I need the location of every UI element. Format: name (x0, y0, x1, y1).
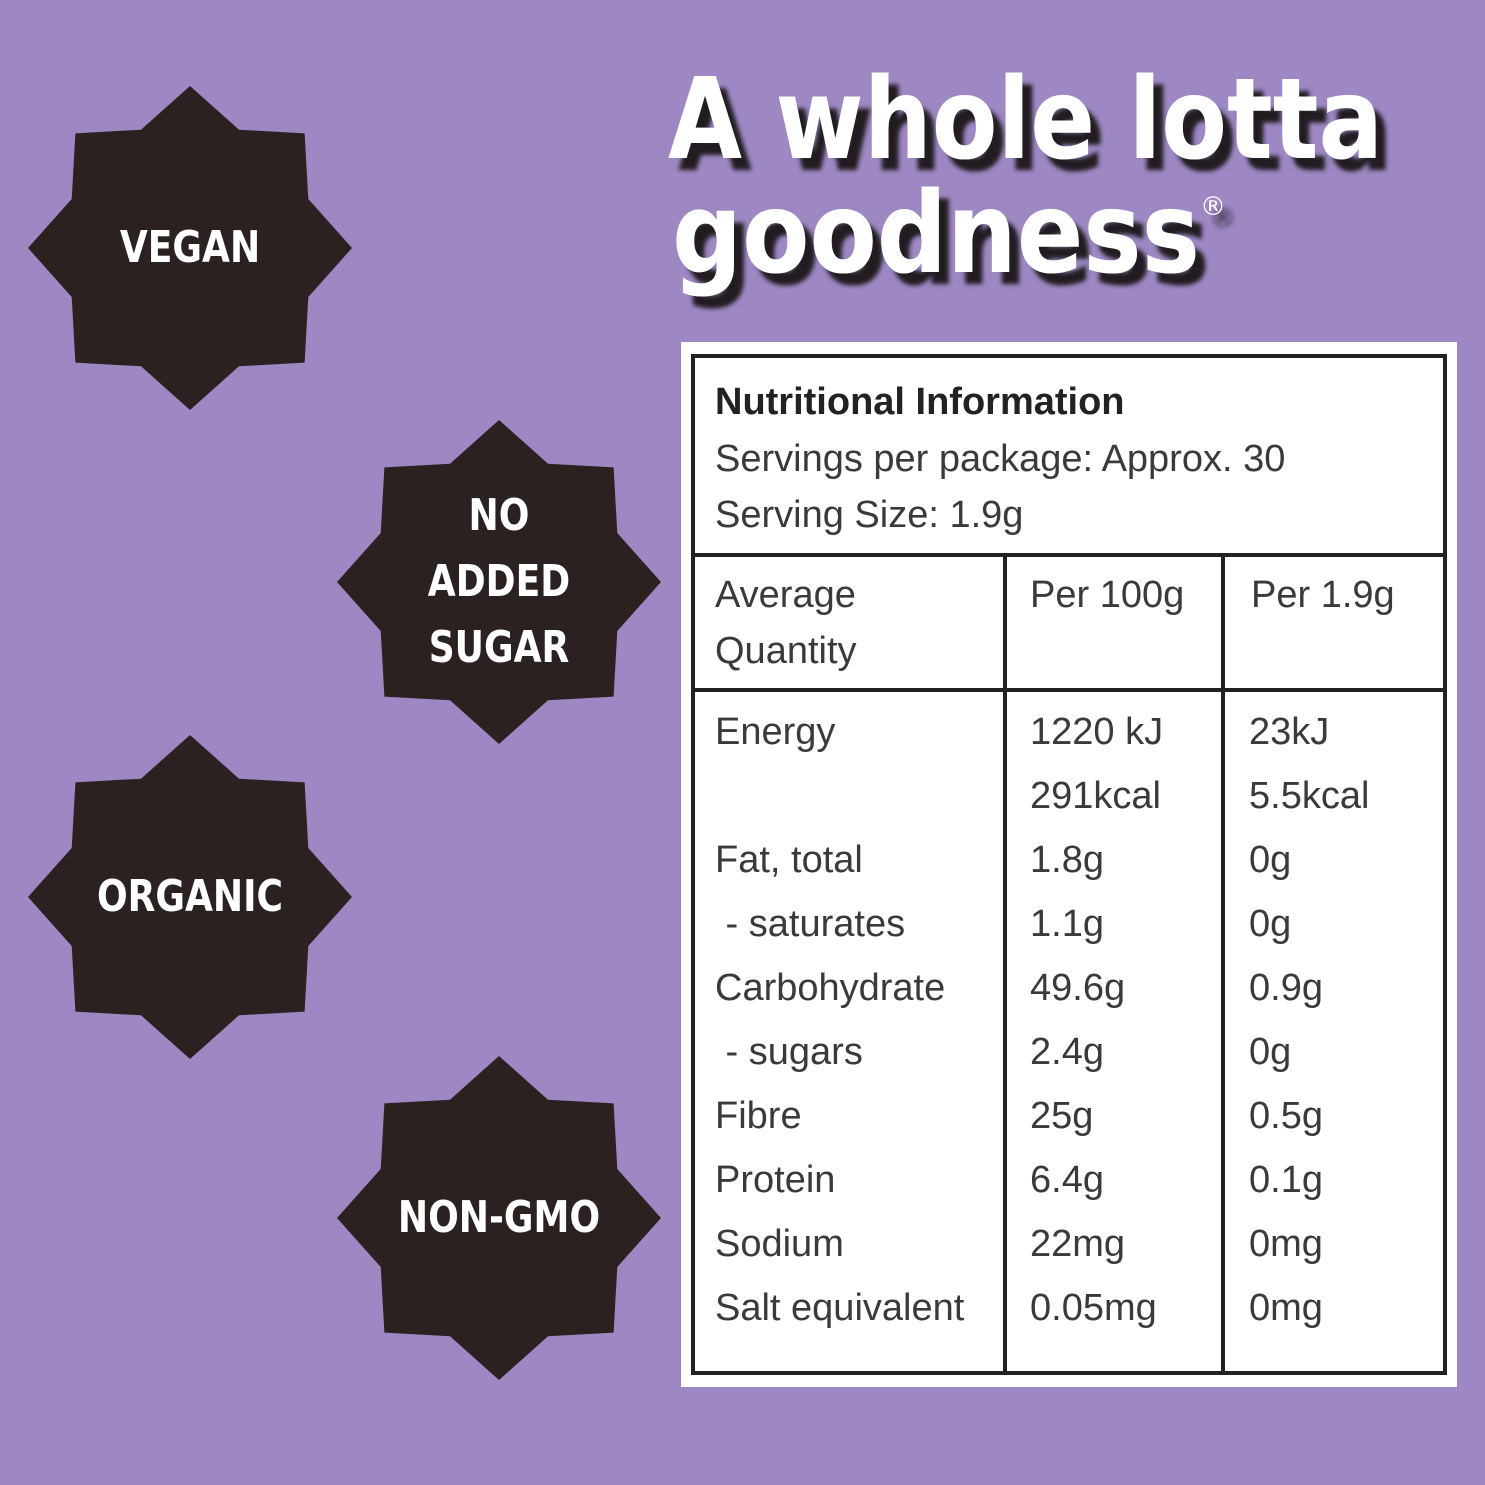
badge-label: NO ADDED SUGAR (427, 490, 571, 673)
nutrient-value: 2.4g (1030, 1031, 1104, 1073)
nutrient-value: 0.05mg (1030, 1287, 1157, 1329)
nutrient-value: 0.1g (1249, 1159, 1323, 1201)
registered-mark: ® (1200, 192, 1226, 222)
nutrient-name: Salt equivalent (715, 1287, 965, 1329)
table-borders (691, 354, 1447, 1375)
nutrient-value: 5.5kcal (1249, 775, 1370, 817)
nutrient-name: Fat, total (715, 839, 863, 881)
badge-shapes (28, 86, 661, 1380)
nutrition-panel: Nutritional Information Servings per pac… (681, 342, 1457, 1387)
badge-shape (337, 1056, 661, 1380)
column-header: Average Quantity (715, 574, 857, 672)
table-title: Nutritional Information (715, 381, 1125, 423)
badge-shape (28, 86, 352, 410)
nutrient-value: 0g (1249, 1031, 1292, 1073)
nutrient-value: 0mg (1249, 1287, 1323, 1329)
serving-size: Serving Size: 1.9g (715, 494, 1024, 536)
nutrient-value: 0mg (1249, 1223, 1323, 1265)
nutrient-name: Energy (715, 711, 836, 753)
nutrient-value: 1220 kJ (1030, 711, 1164, 753)
nutrient-value: 0.5g (1249, 1095, 1323, 1137)
nutrient-value: 1.1g (1030, 903, 1104, 945)
servings: Servings per package: Approx. 30 (715, 438, 1286, 480)
nutrient-value: 291kcal (1030, 775, 1161, 817)
nutrient-value: 22mg (1030, 1223, 1126, 1265)
nutrient-value: 23kJ (1249, 711, 1330, 753)
headline-line: A whole lotta (668, 55, 1383, 185)
badge-label: NON-GMO (397, 1192, 601, 1243)
nutrient-name: - saturates (715, 903, 906, 945)
badge-label: VEGAN (119, 222, 261, 273)
nutrient-value: 25g (1030, 1095, 1094, 1137)
nutrient-value: 49.6g (1030, 967, 1126, 1009)
column-header: Per 100g (1030, 574, 1185, 616)
nutrient-name: Fibre (715, 1095, 802, 1137)
nutrient-value: 0g (1249, 903, 1292, 945)
badge-shape (28, 735, 352, 1059)
nutrient-value: 0g (1249, 839, 1292, 881)
nutrient-name: Protein (715, 1159, 836, 1201)
badge-label: ORGANIC (96, 871, 284, 922)
nutrient-value: 0.9g (1249, 967, 1323, 1009)
nutrient-value: 1.8g (1030, 839, 1104, 881)
nutrient-value: 6.4g (1030, 1159, 1104, 1201)
headline: A whole lotta goodness ® (668, 55, 1383, 299)
nutrient-name: Carbohydrate (715, 967, 946, 1009)
nutrient-name: Sodium (715, 1223, 844, 1265)
headline-line: goodness (672, 169, 1200, 299)
nutrient-name: - sugars (715, 1031, 863, 1073)
column-header: Per 1.9g (1251, 574, 1395, 616)
badge-shape (337, 420, 661, 744)
